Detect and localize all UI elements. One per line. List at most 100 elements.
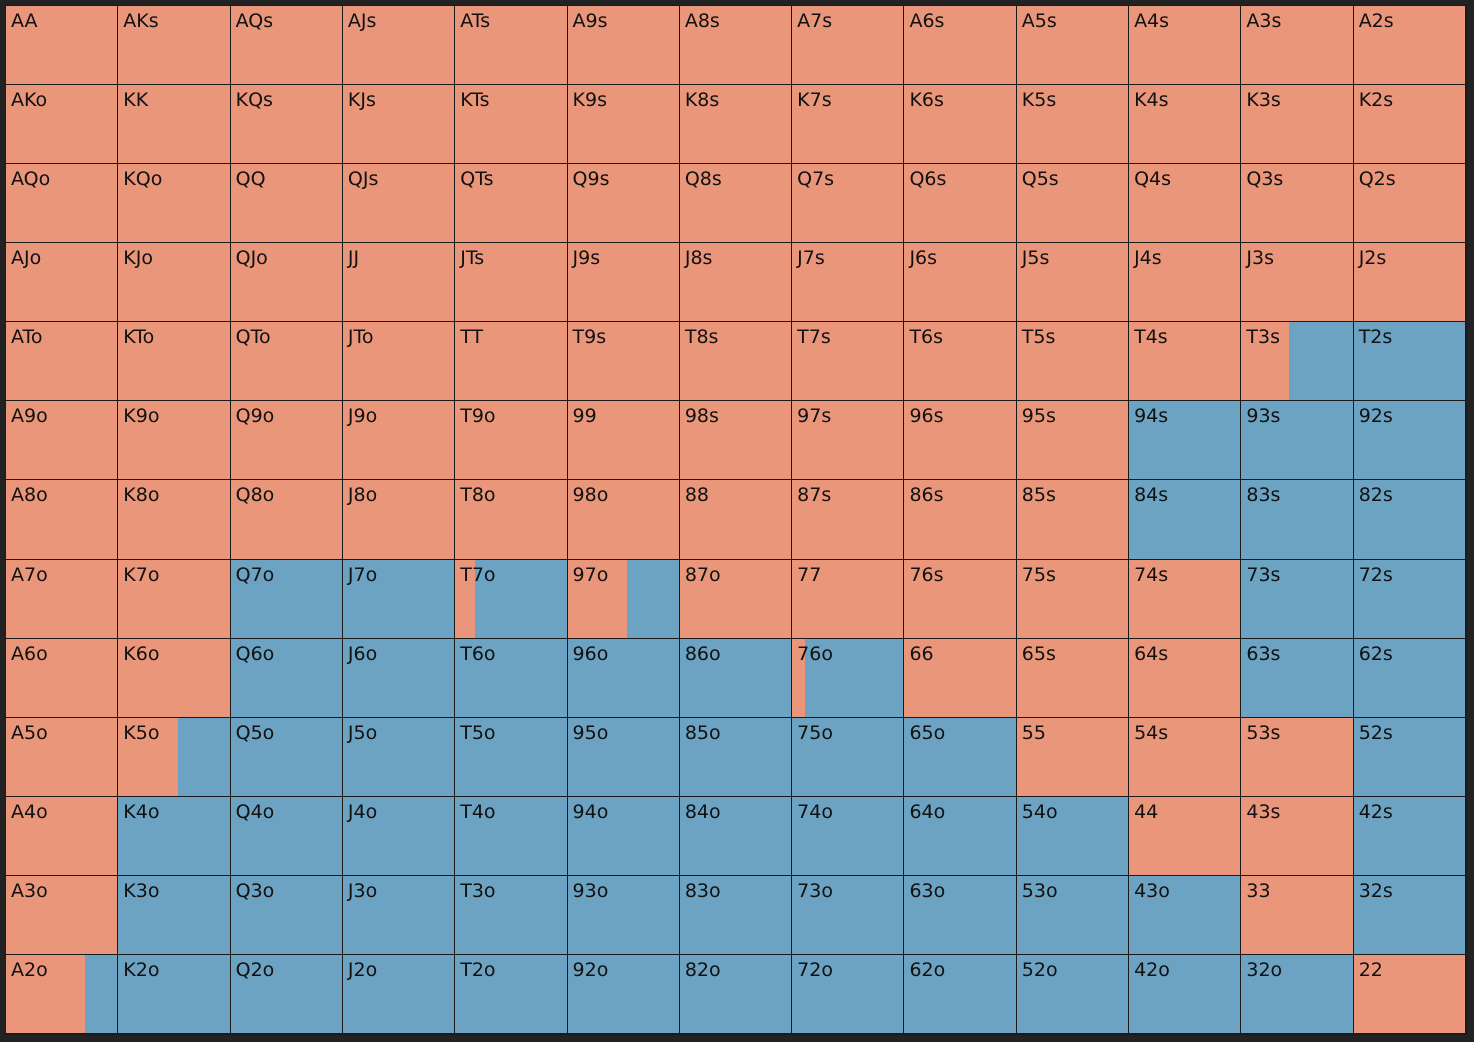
hand-cell-k3s[interactable]: K3s: [1241, 85, 1354, 165]
hand-cell-k3o[interactable]: K3o: [118, 875, 231, 955]
hand-cell-t5o[interactable]: T5o: [455, 717, 568, 797]
hand-cell-jts[interactable]: JTs: [455, 243, 568, 323]
hand-cell-a8s[interactable]: A8s: [679, 6, 793, 86]
hand-cell-76o[interactable]: 76o: [792, 638, 905, 718]
hand-cell-q9o[interactable]: Q9o: [230, 401, 343, 481]
hand-cell-83s[interactable]: 83s: [1241, 480, 1354, 560]
hand-cell-kjs[interactable]: KJs: [342, 85, 456, 165]
hand-cell-82o[interactable]: 82o: [679, 954, 793, 1034]
hand-cell-j3s[interactable]: J3s: [1241, 243, 1354, 323]
hand-cell-22[interactable]: 22: [1353, 954, 1466, 1034]
hand-cell-q9s[interactable]: Q9s: [567, 164, 680, 244]
hand-cell-k9s[interactable]: K9s: [567, 85, 680, 165]
hand-cell-j4s[interactable]: J4s: [1129, 243, 1242, 323]
hand-cell-kts[interactable]: KTs: [455, 85, 568, 165]
hand-cell-kqo[interactable]: KQo: [118, 164, 231, 244]
hand-cell-94s[interactable]: 94s: [1129, 401, 1242, 481]
hand-cell-93s[interactable]: 93s: [1241, 401, 1354, 481]
hand-cell-52o[interactable]: 52o: [1016, 954, 1130, 1034]
hand-cell-99[interactable]: 99: [567, 401, 680, 481]
hand-cell-ajs[interactable]: AJs: [342, 6, 456, 86]
hand-cell-k7o[interactable]: K7o: [118, 559, 231, 639]
hand-cell-q4o[interactable]: Q4o: [230, 796, 343, 876]
hand-cell-a5s[interactable]: A5s: [1016, 6, 1130, 86]
hand-cell-84o[interactable]: 84o: [679, 796, 793, 876]
hand-cell-77[interactable]: 77: [792, 559, 905, 639]
hand-cell-62o[interactable]: 62o: [904, 954, 1017, 1034]
hand-cell-t9s[interactable]: T9s: [567, 322, 680, 402]
hand-cell-aqs[interactable]: AQs: [230, 6, 343, 86]
hand-cell-75o[interactable]: 75o: [792, 717, 905, 797]
hand-cell-95o[interactable]: 95o: [567, 717, 680, 797]
hand-cell-ato[interactable]: ATo: [6, 322, 119, 402]
hand-cell-52s[interactable]: 52s: [1353, 717, 1466, 797]
hand-cell-j8s[interactable]: J8s: [679, 243, 793, 323]
hand-cell-j9s[interactable]: J9s: [567, 243, 680, 323]
hand-cell-74s[interactable]: 74s: [1129, 559, 1242, 639]
hand-cell-64o[interactable]: 64o: [904, 796, 1017, 876]
hand-cell-ako[interactable]: AKo: [6, 85, 119, 165]
hand-cell-qto[interactable]: QTo: [230, 322, 343, 402]
hand-cell-76s[interactable]: 76s: [904, 559, 1017, 639]
hand-cell-85s[interactable]: 85s: [1016, 480, 1130, 560]
hand-cell-92s[interactable]: 92s: [1353, 401, 1466, 481]
hand-cell-j6s[interactable]: J6s: [904, 243, 1017, 323]
hand-cell-jj[interactable]: JJ: [342, 243, 456, 323]
hand-cell-a6o[interactable]: A6o: [6, 638, 119, 718]
hand-cell-t8s[interactable]: T8s: [679, 322, 793, 402]
hand-cell-j8o[interactable]: J8o: [342, 480, 456, 560]
hand-cell-q4s[interactable]: Q4s: [1129, 164, 1242, 244]
hand-cell-j5o[interactable]: J5o: [342, 717, 456, 797]
hand-cell-72s[interactable]: 72s: [1353, 559, 1466, 639]
hand-cell-k8s[interactable]: K8s: [679, 85, 793, 165]
hand-cell-q5s[interactable]: Q5s: [1016, 164, 1130, 244]
hand-cell-85o[interactable]: 85o: [679, 717, 793, 797]
hand-cell-ats[interactable]: ATs: [455, 6, 568, 86]
hand-cell-q2o[interactable]: Q2o: [230, 954, 343, 1034]
hand-cell-k4o[interactable]: K4o: [118, 796, 231, 876]
hand-cell-74o[interactable]: 74o: [792, 796, 905, 876]
hand-cell-t2s[interactable]: T2s: [1353, 322, 1466, 402]
hand-cell-k6o[interactable]: K6o: [118, 638, 231, 718]
hand-cell-95s[interactable]: 95s: [1016, 401, 1130, 481]
hand-cell-t3s[interactable]: T3s: [1241, 322, 1354, 402]
hand-cell-97o[interactable]: 97o: [567, 559, 680, 639]
hand-cell-q6s[interactable]: Q6s: [904, 164, 1017, 244]
hand-cell-a4o[interactable]: A4o: [6, 796, 119, 876]
hand-cell-53s[interactable]: 53s: [1241, 717, 1354, 797]
hand-cell-73s[interactable]: 73s: [1241, 559, 1354, 639]
hand-cell-k8o[interactable]: K8o: [118, 480, 231, 560]
hand-cell-j7s[interactable]: J7s: [792, 243, 905, 323]
hand-cell-97s[interactable]: 97s: [792, 401, 905, 481]
hand-cell-42s[interactable]: 42s: [1353, 796, 1466, 876]
hand-cell-88[interactable]: 88: [679, 480, 793, 560]
hand-cell-q5o[interactable]: Q5o: [230, 717, 343, 797]
hand-cell-k2s[interactable]: K2s: [1353, 85, 1466, 165]
hand-cell-a3o[interactable]: A3o: [6, 875, 119, 955]
hand-cell-54s[interactable]: 54s: [1129, 717, 1242, 797]
hand-cell-k2o[interactable]: K2o: [118, 954, 231, 1034]
hand-cell-t2o[interactable]: T2o: [455, 954, 568, 1034]
hand-cell-96s[interactable]: 96s: [904, 401, 1017, 481]
hand-cell-t4s[interactable]: T4s: [1129, 322, 1242, 402]
hand-cell-83o[interactable]: 83o: [679, 875, 793, 955]
hand-cell-a9s[interactable]: A9s: [567, 6, 680, 86]
hand-cell-qjo[interactable]: QJo: [230, 243, 343, 323]
hand-cell-62s[interactable]: 62s: [1353, 638, 1466, 718]
hand-cell-q8s[interactable]: Q8s: [679, 164, 793, 244]
hand-cell-q3s[interactable]: Q3s: [1241, 164, 1354, 244]
hand-cell-a7o[interactable]: A7o: [6, 559, 119, 639]
hand-cell-32o[interactable]: 32o: [1241, 954, 1354, 1034]
hand-cell-j6o[interactable]: J6o: [342, 638, 456, 718]
hand-cell-a2o[interactable]: A2o: [6, 954, 119, 1034]
hand-cell-65s[interactable]: 65s: [1016, 638, 1130, 718]
hand-cell-55[interactable]: 55: [1016, 717, 1130, 797]
hand-cell-t9o[interactable]: T9o: [455, 401, 568, 481]
hand-cell-86s[interactable]: 86s: [904, 480, 1017, 560]
hand-cell-63s[interactable]: 63s: [1241, 638, 1354, 718]
hand-cell-44[interactable]: 44: [1129, 796, 1242, 876]
hand-cell-a6s[interactable]: A6s: [904, 6, 1017, 86]
hand-cell-q6o[interactable]: Q6o: [230, 638, 343, 718]
hand-cell-43o[interactable]: 43o: [1129, 875, 1242, 955]
hand-cell-ajo[interactable]: AJo: [6, 243, 119, 323]
